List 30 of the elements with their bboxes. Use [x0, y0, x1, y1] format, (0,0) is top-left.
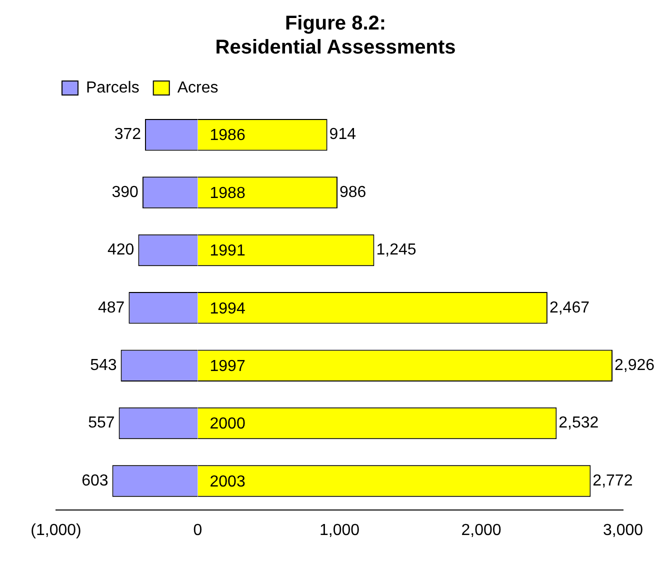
- y-tick-label: 1991: [210, 242, 246, 260]
- data-label: 603: [82, 472, 108, 490]
- y-tick-label: 1994: [210, 300, 246, 318]
- y-tick-label: 1997: [210, 358, 246, 375]
- y-tick-label: 1986: [210, 127, 246, 144]
- x-tick-label: 1,000: [319, 522, 360, 539]
- y-tick-label: 2003: [210, 473, 246, 490]
- data-label: 986: [340, 184, 366, 201]
- chart-subtitle: Residential Assessments: [215, 36, 456, 59]
- data-label: 543: [90, 356, 117, 374]
- legend-label: Parcels: [86, 79, 140, 96]
- data-label: 420: [108, 242, 134, 259]
- x-tick-label: (1,000): [30, 522, 82, 539]
- chart-title: Figure 8.2:: [284, 12, 386, 35]
- data-label: 2,467: [549, 299, 590, 316]
- data-label: 2,532: [558, 414, 599, 432]
- y-tick-label: 2000: [210, 416, 246, 433]
- data-label: 487: [98, 299, 125, 316]
- data-label: 372: [114, 126, 142, 144]
- x-tick-label: 2,000: [461, 522, 502, 539]
- legend-label: Acres: [177, 79, 218, 96]
- data-label: 2,926: [614, 356, 655, 374]
- data-label: 2,772: [592, 472, 633, 490]
- data-label: 557: [88, 414, 115, 432]
- y-tick-label: 1988: [210, 184, 246, 202]
- data-label: 390: [112, 184, 139, 201]
- data-label: 1,245: [376, 242, 416, 259]
- data-label: 914: [329, 126, 356, 144]
- x-tick-label: 0: [193, 522, 202, 539]
- x-tick-label: 3,000: [602, 522, 644, 539]
